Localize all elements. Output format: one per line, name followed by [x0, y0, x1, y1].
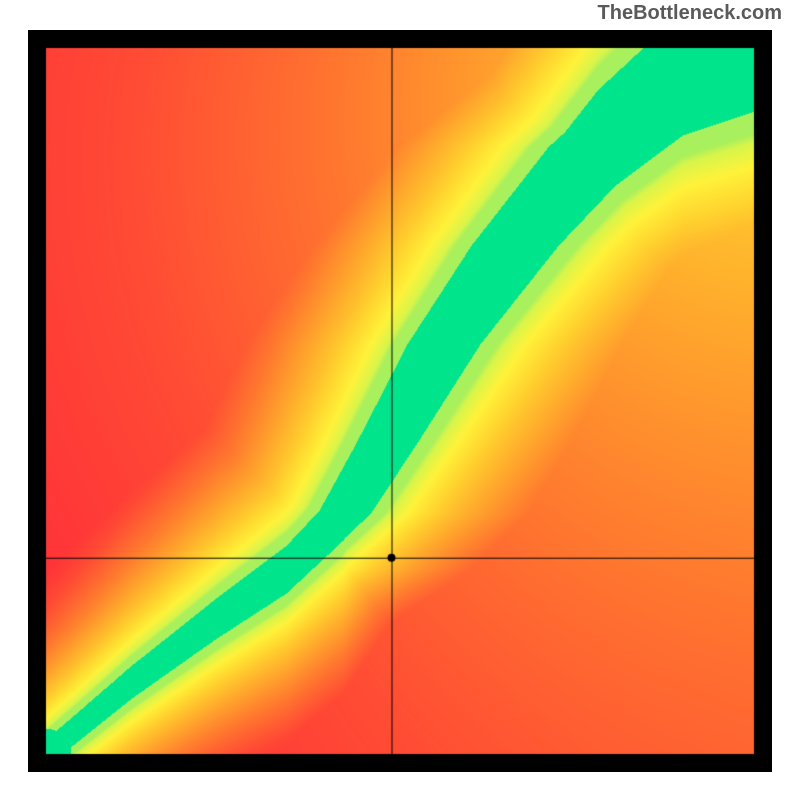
watermark-text: TheBottleneck.com	[598, 2, 782, 25]
chart-container: TheBottleneck.com	[0, 0, 800, 800]
heatmap-plot-frame	[28, 30, 772, 772]
heatmap-canvas	[28, 30, 772, 772]
